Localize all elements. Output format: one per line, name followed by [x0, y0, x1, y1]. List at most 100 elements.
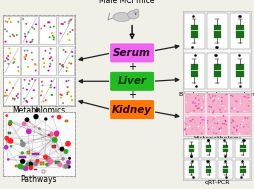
Point — [230, 118, 234, 121]
Point — [42, 24, 46, 27]
Point — [69, 95, 73, 98]
Bar — [34, 169, 37, 170]
Point — [11, 61, 15, 64]
Point — [225, 93, 229, 96]
Bar — [229, 94, 251, 113]
Point — [20, 166, 24, 169]
Point — [191, 100, 195, 103]
Point — [222, 114, 226, 117]
Point — [201, 103, 205, 106]
Point — [68, 157, 72, 160]
Point — [235, 100, 239, 103]
Point — [61, 157, 65, 160]
Point — [198, 122, 202, 125]
Point — [39, 94, 43, 97]
Point — [67, 79, 71, 82]
Point — [215, 122, 219, 125]
Bar — [58, 77, 74, 105]
Bar — [230, 53, 250, 89]
Point — [16, 93, 20, 96]
Text: Biochemical parameters: Biochemical parameters — [179, 92, 254, 97]
Point — [61, 48, 66, 51]
Point — [212, 98, 216, 101]
Point — [246, 96, 250, 99]
Point — [25, 101, 29, 104]
Point — [191, 118, 195, 121]
Point — [192, 125, 196, 129]
Point — [187, 116, 191, 119]
Point — [70, 99, 74, 102]
Bar — [240, 145, 246, 152]
Bar — [55, 161, 60, 163]
Point — [185, 115, 189, 118]
Point — [6, 54, 10, 57]
Point — [43, 156, 47, 159]
Point — [47, 164, 51, 167]
FancyBboxPatch shape — [110, 71, 154, 91]
Bar — [8, 132, 11, 134]
Bar — [40, 162, 44, 165]
Point — [213, 115, 217, 118]
Bar — [218, 160, 233, 179]
Bar — [189, 166, 194, 173]
Point — [222, 118, 226, 121]
Point — [44, 118, 48, 121]
Point — [189, 120, 193, 123]
Bar — [207, 53, 228, 89]
Point — [46, 69, 51, 72]
Point — [212, 118, 216, 121]
Point — [44, 99, 48, 102]
Point — [238, 102, 242, 105]
Point — [25, 118, 29, 121]
Bar — [207, 13, 228, 50]
Point — [49, 47, 53, 50]
Point — [66, 33, 70, 36]
Point — [239, 123, 243, 126]
Point — [9, 21, 13, 24]
Point — [42, 100, 46, 103]
Bar — [64, 166, 69, 168]
Point — [4, 146, 8, 149]
Point — [235, 128, 239, 131]
Bar — [184, 13, 205, 50]
Bar — [235, 139, 250, 158]
Point — [188, 119, 192, 122]
Point — [67, 90, 71, 93]
Ellipse shape — [113, 12, 131, 22]
Point — [229, 94, 233, 97]
Bar — [230, 13, 250, 50]
Point — [5, 114, 9, 117]
Bar — [207, 94, 228, 113]
Point — [206, 121, 210, 124]
Point — [9, 139, 13, 143]
Point — [195, 93, 199, 96]
Point — [201, 101, 205, 104]
Point — [240, 110, 244, 113]
Point — [231, 119, 235, 122]
Point — [198, 126, 202, 129]
Point — [59, 32, 63, 35]
Bar — [236, 64, 244, 77]
Point — [48, 52, 52, 55]
Point — [30, 58, 34, 61]
Point — [45, 163, 49, 166]
Point — [30, 97, 34, 100]
Point — [196, 107, 200, 110]
Point — [70, 50, 74, 53]
Point — [41, 57, 45, 60]
Bar — [3, 16, 20, 44]
Point — [63, 21, 67, 24]
Point — [238, 101, 242, 104]
Text: Serum: Serum — [113, 48, 151, 58]
Point — [27, 120, 31, 123]
Point — [232, 98, 236, 101]
Bar — [206, 166, 211, 173]
Point — [51, 115, 55, 118]
Point — [245, 117, 249, 120]
Point — [220, 96, 224, 99]
Point — [197, 102, 201, 105]
Point — [12, 58, 17, 61]
Point — [30, 38, 35, 41]
Point — [42, 62, 46, 65]
Point — [224, 123, 228, 126]
